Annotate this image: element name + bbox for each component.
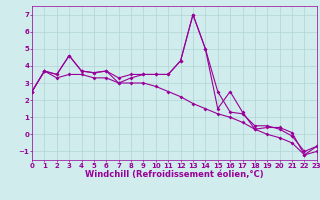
X-axis label: Windchill (Refroidissement éolien,°C): Windchill (Refroidissement éolien,°C) xyxy=(85,170,264,179)
